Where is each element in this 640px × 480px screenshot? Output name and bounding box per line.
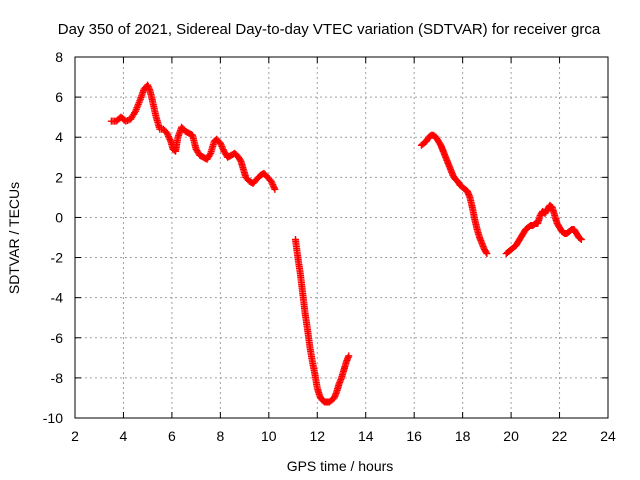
x-tick-label: 2 (71, 428, 79, 444)
x-tick-label: 16 (406, 428, 422, 444)
data-point (269, 182, 277, 190)
data-point (165, 134, 173, 142)
data-point (217, 141, 225, 149)
data-point (576, 235, 584, 243)
data-point (206, 151, 214, 159)
x-tick-label: 24 (600, 428, 616, 444)
x-tick-label: 14 (358, 428, 374, 444)
y-tick-label: -4 (51, 290, 64, 306)
x-tick-label: 12 (309, 428, 325, 444)
y-tick-label: -10 (43, 410, 63, 426)
x-tick-label: 22 (552, 428, 568, 444)
data-point (166, 136, 174, 144)
chart-title: Day 350 of 2021, Sidereal Day-to-day VTE… (58, 21, 601, 38)
data-point (271, 185, 279, 193)
data-point (268, 179, 276, 187)
y-tick-label: 8 (55, 49, 63, 65)
data-point (577, 236, 585, 244)
plot-frame (74, 56, 609, 419)
data-point (216, 139, 224, 147)
data-point (482, 248, 490, 256)
data-point (163, 129, 171, 137)
x-tick-label: 10 (261, 428, 277, 444)
data-points (107, 81, 585, 406)
x-tick-label: 20 (503, 428, 519, 444)
data-point (270, 184, 278, 192)
y-tick-label: 2 (55, 169, 63, 185)
x-tick-label: 4 (120, 428, 128, 444)
y-tick-label: -6 (51, 330, 64, 346)
data-point (218, 142, 226, 150)
x-axis-label: GPS time / hours (287, 458, 394, 474)
y-tick-label: 4 (55, 129, 63, 145)
y-tick-label: 0 (55, 209, 63, 225)
x-tick-label: 6 (168, 428, 176, 444)
y-tick-label: -8 (51, 370, 64, 386)
y-tick-label: -2 (51, 250, 64, 266)
data-point (345, 352, 353, 360)
y-tick-label: 6 (55, 89, 63, 105)
data-point (164, 131, 172, 139)
data-point (483, 250, 491, 258)
data-point (267, 177, 275, 185)
x-tick-label: 8 (216, 428, 224, 444)
y-axis-label: SDTVAR / TECUs (6, 182, 22, 294)
data-point (269, 181, 277, 189)
data-point (165, 132, 173, 140)
data-point (219, 144, 227, 152)
x-tick-label: 18 (455, 428, 471, 444)
